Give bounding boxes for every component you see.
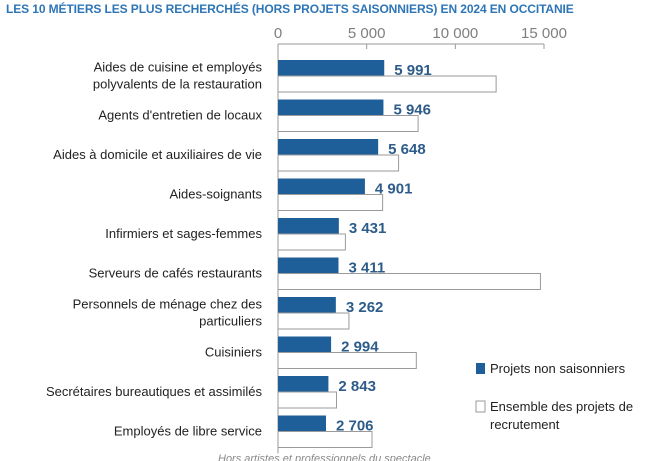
- bars: 5 991 5 946 5 648 4 901 3 431 3 411 3 262 2 994…: [277, 60, 541, 448]
- category-label: polyvalents de la restauration: [93, 77, 262, 92]
- bar-ensemble-projets: [277, 154, 400, 172]
- bar-projets-non-saisonniers: [278, 297, 336, 313]
- category-label: Aides à domicile et auxiliaires de vie: [53, 147, 262, 162]
- category-label: Employés de libre service: [114, 424, 262, 439]
- bar-ensemble-projets: [277, 312, 350, 330]
- bar-projets-non-saisonniers: [278, 336, 332, 353]
- bar-ensemble-projets: [277, 194, 384, 211]
- bar-projets-non-saisonniers: [278, 257, 339, 274]
- value-label: 5 648: [388, 141, 426, 158]
- category-label: Agents d'entretien de locaux: [98, 108, 262, 123]
- value-label: 2 994: [341, 339, 379, 356]
- value-label: 3 411: [348, 260, 385, 277]
- category-labels: Aides de cuisine et employés polyvalents …: [46, 60, 263, 439]
- value-label: 3 431: [349, 220, 387, 237]
- category-label: Cuisiniers: [205, 345, 263, 360]
- bar-ensemble-projets: [277, 352, 417, 369]
- bar-projets-non-saisonniers: [278, 178, 365, 195]
- legend-swatch-projets-non-saisonniers: [476, 363, 485, 374]
- x-tick-label: 15 000: [521, 25, 567, 42]
- category-label: Aides-soignants: [170, 187, 263, 202]
- bar-ensemble-projets: [277, 115, 419, 132]
- bar-ensemble-projets: [277, 273, 541, 290]
- x-tick-label: 0: [274, 25, 282, 42]
- value-label: 4 901: [375, 181, 413, 198]
- bar-projets-non-saisonniers: [278, 60, 385, 76]
- legend-label-projets-non-saisonniers: Projets non saisonniers: [490, 361, 626, 376]
- legend: Projets non saisonniers Ensemble des proj…: [475, 361, 633, 432]
- category-label: Infirmiers et sages-femmes: [105, 226, 262, 241]
- bar-projets-non-saisonniers: [278, 415, 326, 432]
- bar-projets-non-saisonniers: [278, 218, 339, 234]
- chart-title: LES 10 MÉTIERS LES PLUS RECHERCHÉS (HORS…: [6, 2, 574, 16]
- bar-ensemble-projets: [277, 431, 373, 448]
- category-label: Secrétaires bureautiques et assimilés: [46, 384, 263, 399]
- value-label: 2 706: [336, 418, 374, 435]
- bar-ensemble-projets: [277, 233, 346, 251]
- x-tick-label: 5 000: [348, 25, 386, 42]
- bar-projets-non-saisonniers: [278, 99, 384, 116]
- legend-swatch-ensemble-projets: [475, 400, 486, 413]
- bar-ensemble-projets: [277, 391, 338, 409]
- legend-label-ensemble-projets: Ensemble des projets de: [490, 399, 633, 414]
- category-label: Personnels de ménage chez des: [73, 297, 263, 312]
- bar-projets-non-saisonniers: [278, 139, 379, 155]
- value-label: 5 991: [394, 62, 432, 79]
- category-label: Aides de cuisine et employés: [94, 60, 263, 75]
- value-label: 2 843: [338, 378, 376, 395]
- bar-projets-non-saisonniers: [278, 376, 329, 392]
- x-tick-label: 10 000: [432, 25, 478, 42]
- category-label: particuliers: [199, 314, 262, 329]
- legend-label-ensemble-projets: recrutement: [490, 417, 560, 432]
- category-label: Serveurs de cafés restaurants: [89, 266, 263, 281]
- value-label: 5 946: [393, 102, 431, 119]
- bar-ensemble-projets: [277, 75, 497, 93]
- footnote: Hors artistes et professionnels du spect…: [218, 453, 431, 461]
- value-label: 3 262: [346, 299, 384, 316]
